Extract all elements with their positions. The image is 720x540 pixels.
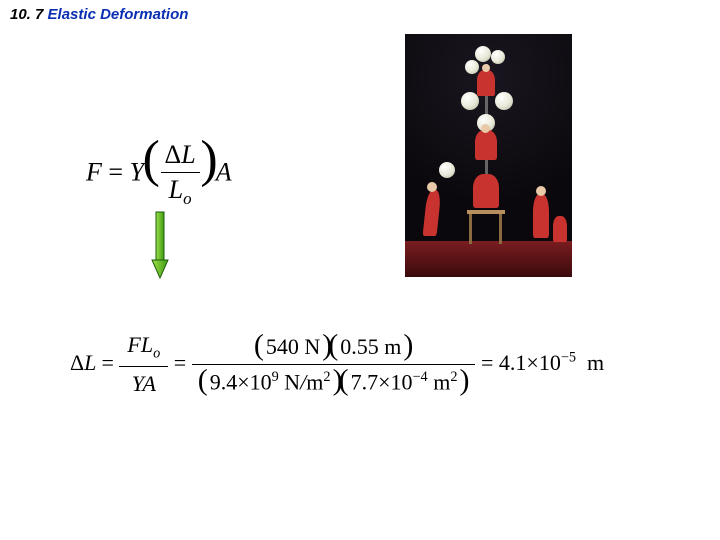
frac-numbers: 540 N0.55 m 9.4×109 N/m27.7×10−4 m2 [192, 332, 476, 397]
section-number: 10. 7 [10, 6, 43, 23]
ball-icon [475, 46, 491, 62]
ball-icon [495, 92, 513, 110]
chair-leg [469, 214, 472, 244]
slide-heading: 10. 7 Elastic Deformation [10, 6, 188, 23]
acrobat-body [475, 130, 497, 160]
ball-icon [491, 50, 505, 64]
equals: = [108, 158, 129, 187]
acrobat-head [481, 124, 490, 133]
arrow-down-icon [150, 210, 170, 285]
frac-FLo-over-YA: FLo YA [119, 330, 168, 399]
section-title: Elastic Deformation [48, 6, 189, 23]
result: 4.1×10−5 m [499, 350, 604, 375]
paren-group: ( ΔL Lo ) [157, 140, 204, 209]
acrobat-body [533, 194, 549, 238]
ball-icon [465, 60, 479, 74]
var-A: A [216, 158, 232, 187]
acrobat-head [482, 64, 490, 72]
acrobat-body [473, 174, 499, 208]
acrobat-body [477, 70, 495, 96]
ball-icon [439, 162, 455, 178]
chair-leg [499, 214, 502, 244]
formula-youngs-modulus: F = Y ( ΔL Lo ) A [86, 140, 232, 209]
var-F: F [86, 158, 102, 187]
acrobat-body [553, 216, 567, 242]
acrobat-head [427, 182, 437, 192]
acrobat-photo [405, 34, 572, 277]
fraction-dL-over-Lo: ΔL Lo [157, 140, 204, 209]
acrobat-head [536, 186, 546, 196]
photo-floor [405, 241, 572, 277]
formula-derivation: ΔL = FLo YA = 540 N0.55 m 9.4×109 N/m27.… [70, 330, 604, 399]
